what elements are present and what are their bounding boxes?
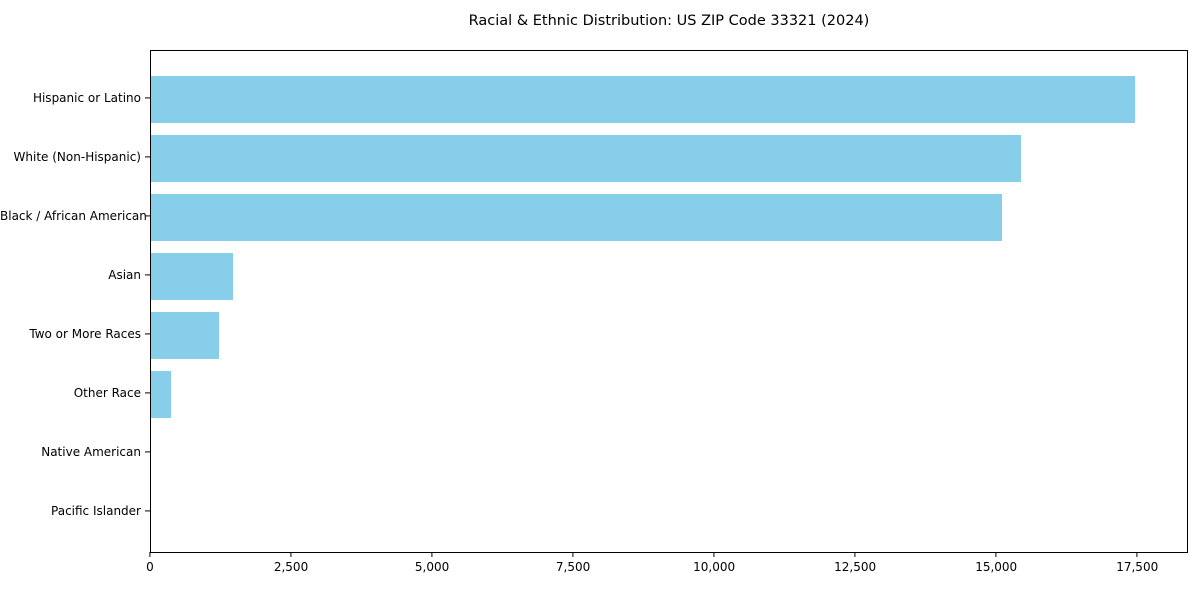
x-tick-mark bbox=[1136, 552, 1138, 557]
x-tick-label: 7,500 bbox=[555, 560, 591, 574]
x-tick-label: 12,500 bbox=[834, 560, 877, 574]
x-tick-label: 2,500 bbox=[273, 560, 309, 574]
y-tick-mark bbox=[145, 156, 150, 158]
x-tick-mark bbox=[995, 552, 997, 557]
x-tick-mark bbox=[149, 552, 151, 557]
x-tick-mark bbox=[431, 552, 433, 557]
y-tick-mark bbox=[145, 274, 150, 276]
chart-title: Racial & Ethnic Distribution: US ZIP Cod… bbox=[468, 13, 870, 29]
x-tick-mark bbox=[854, 552, 856, 557]
bar bbox=[151, 370, 171, 418]
plot-area bbox=[150, 50, 1188, 553]
bar bbox=[151, 311, 219, 359]
x-tick-label: 17,500 bbox=[1116, 560, 1159, 574]
y-tick-mark bbox=[145, 392, 150, 394]
y-tick-label: Two or More Races bbox=[29, 327, 141, 341]
bar bbox=[151, 193, 1003, 241]
y-tick-mark bbox=[145, 215, 150, 217]
y-tick-mark bbox=[145, 97, 150, 99]
y-tick-label: Hispanic or Latino bbox=[32, 91, 141, 105]
y-tick-label: Black / African American bbox=[0, 209, 147, 223]
y-tick-label: Asian bbox=[108, 268, 141, 282]
x-tick-mark bbox=[290, 552, 292, 557]
y-tick-label: Pacific Islander bbox=[51, 504, 141, 518]
x-tick-mark bbox=[713, 552, 715, 557]
x-tick-label: 0 bbox=[146, 560, 154, 574]
x-tick-mark bbox=[572, 552, 574, 557]
bar bbox=[151, 252, 233, 300]
x-tick-label: 10,000 bbox=[693, 560, 736, 574]
x-tick-label: 15,000 bbox=[975, 560, 1018, 574]
y-tick-mark bbox=[145, 451, 150, 453]
y-tick-mark bbox=[145, 333, 150, 335]
y-tick-mark bbox=[145, 510, 150, 512]
y-tick-label: Other Race bbox=[73, 386, 141, 400]
bar bbox=[151, 134, 1022, 182]
x-tick-label: 5,000 bbox=[414, 560, 450, 574]
y-tick-label: Native American bbox=[41, 445, 141, 459]
bar bbox=[151, 75, 1136, 123]
y-tick-label: White (Non-Hispanic) bbox=[13, 150, 141, 164]
